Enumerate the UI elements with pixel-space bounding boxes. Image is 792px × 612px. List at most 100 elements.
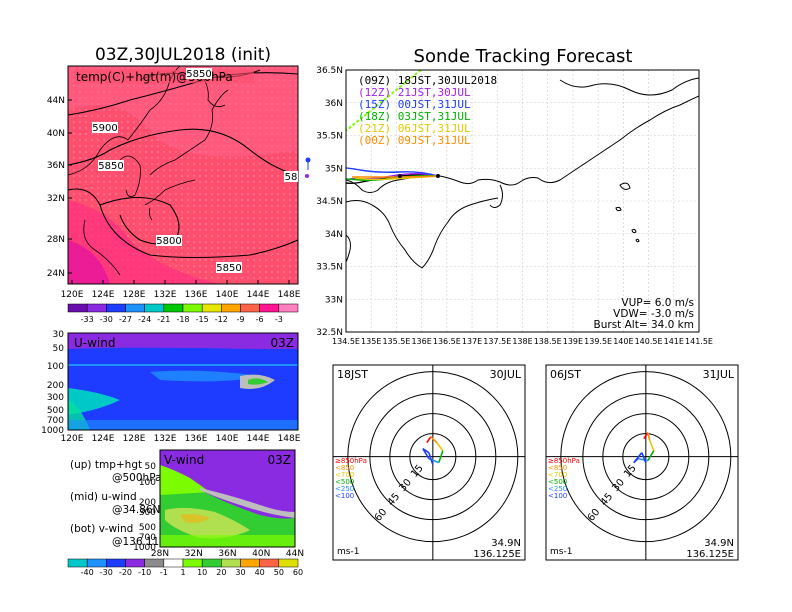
lon-tick-label: 136E [185,290,208,300]
pressure-tick-label: 50 [145,462,157,472]
colorbar-swatch [163,558,184,568]
lat-tick-label: 36N [218,549,236,559]
colorbar-swatch [182,558,203,568]
hodograph-unit: ms-1 [337,547,359,557]
lat-tick-label: 33N [325,295,343,305]
lon-tick-label: 138E [512,337,532,346]
pressure-tick-label: 200 [139,498,156,508]
lat-tick-label: 40N [252,549,270,559]
legend-entry: (18Z) 03JST,31JUL [358,110,471,123]
lon-tick-label: 135.5E [382,337,410,346]
hodograph-level-legend: <250 [335,485,354,493]
lat-tick-label: 34N [325,230,343,240]
lat-tick-label: 28N [151,549,169,559]
launch-point [436,174,440,178]
colorbar-swatch [67,303,88,313]
tracking-title: Sonde Tracking Forecast [414,46,633,67]
hodograph-frame [332,364,526,561]
hodograph-level-legend: <500 [548,478,567,486]
wind-colorbar: -40 -30 -20 -10 -1 1 10 20 30 40 50 60 [67,558,303,577]
colorbar-swatch [163,303,184,313]
lat-tick-label: 40N [47,129,65,139]
colorbar-label: 30 [235,568,245,577]
colorbar-swatch [221,303,241,313]
colorbar-label: -30 [100,568,113,577]
param-vdw: VDW= -3.0 m/s [613,308,694,320]
note-mid-line2: @34.86N [112,504,160,516]
lon-tick-label: 132E [154,290,177,300]
pressure-tick-label: 300 [139,508,156,518]
lon-tick-label: 140E [216,290,239,300]
pressure-tick-label: 700 [139,533,156,543]
colorbar-swatch [278,303,299,313]
vwind-label: V-wind [164,453,204,467]
pressure-tick-label: 50 [53,344,65,354]
lon-tick-label: 136E [185,434,208,444]
lon-tick-label: 140E [216,434,239,444]
lon-tick-label: 138.5E [534,337,562,346]
colorbar-label: 20 [216,568,226,577]
colorbar-swatch [182,303,203,313]
hodograph-lon: 136.125E [473,549,521,560]
hodograph-level-legend: <700 [335,471,354,479]
colorbar-swatch [125,558,145,568]
hodograph-level-legend: <100 [548,492,567,500]
pressure-tick-label: 700 [47,416,64,426]
colorbar-label: -30 [100,315,113,324]
legend-entry: (21Z) 06JST,31JUL [358,122,471,135]
hodograph-segment [436,442,444,452]
lon-tick-label: 137.5E [483,337,511,346]
hodograph-segment [430,436,438,444]
colorbar-swatch [259,558,280,568]
lon-tick-label: 139E [563,337,583,346]
lat-tick-label: 44N [47,96,65,106]
main-map-title: 03Z,30JUL2018 (init) [95,45,271,65]
hodograph-unit: ms-1 [550,547,572,557]
lon-tick-label: 124E [92,434,115,444]
hodograph-segment [426,436,432,444]
note-mid-line1: (mid) u-wind [70,491,137,503]
colorbar-label: 40 [255,568,265,577]
hodograph-segment [422,448,430,460]
hodograph-date: 30JUL [490,368,522,381]
hodograph-level-legend: <250 [548,485,567,493]
lat-tick-label: 36.5N [316,66,343,76]
colorbar-label: -40 [81,568,94,577]
lat-tick-label: 35N [325,164,343,174]
lon-tick-label: 128E [123,434,146,444]
legend-entry: (00Z) 09JST,31JUL [358,134,471,147]
lon-tick-label: 148E [278,290,301,300]
colorbar-label: -10 [138,568,151,577]
lon-tick-label: 144E [247,434,270,444]
colorbar-swatch [106,303,126,313]
uwind-label: U-wind [74,336,115,350]
colorbar-label: 1 [180,568,185,577]
pressure-tick-label: 500 [139,523,156,533]
lat-tick-label: 36N [47,161,65,171]
pressure-tick-label: 30 [53,330,65,340]
lat-tick-label: 33.5N [316,263,343,273]
hodograph-segment [438,450,444,463]
lon-tick-label: 148E [278,434,301,444]
pressure-tick-label: 100 [47,362,64,372]
tracking-map: (09Z) 18JST,30JUL2018(12Z) 21JST,30JUL(1… [316,66,713,346]
colorbar-label: -21 [157,315,170,324]
tracking-coastline [346,77,699,269]
note-up-line1: (up) tmp+hgt [70,459,142,471]
colorbar-label: 60 [293,568,303,577]
lat-tick-label: 32N [47,194,65,204]
sonde-tracks [346,167,439,185]
lon-tick-label: 120E [61,290,84,300]
legend-entry: (09Z) 18JST,30JUL2018 [358,74,497,87]
lat-tick-label: 32.5N [316,328,343,338]
lon-tick-label: 136E [411,337,431,346]
hodograph-segment [643,432,649,440]
hodograph-segment [649,440,655,451]
hodograph-level-legend: ≥850hPa [548,457,580,465]
hodograph-segment [647,450,655,462]
hodograph-lat: 34.9N [704,538,734,549]
